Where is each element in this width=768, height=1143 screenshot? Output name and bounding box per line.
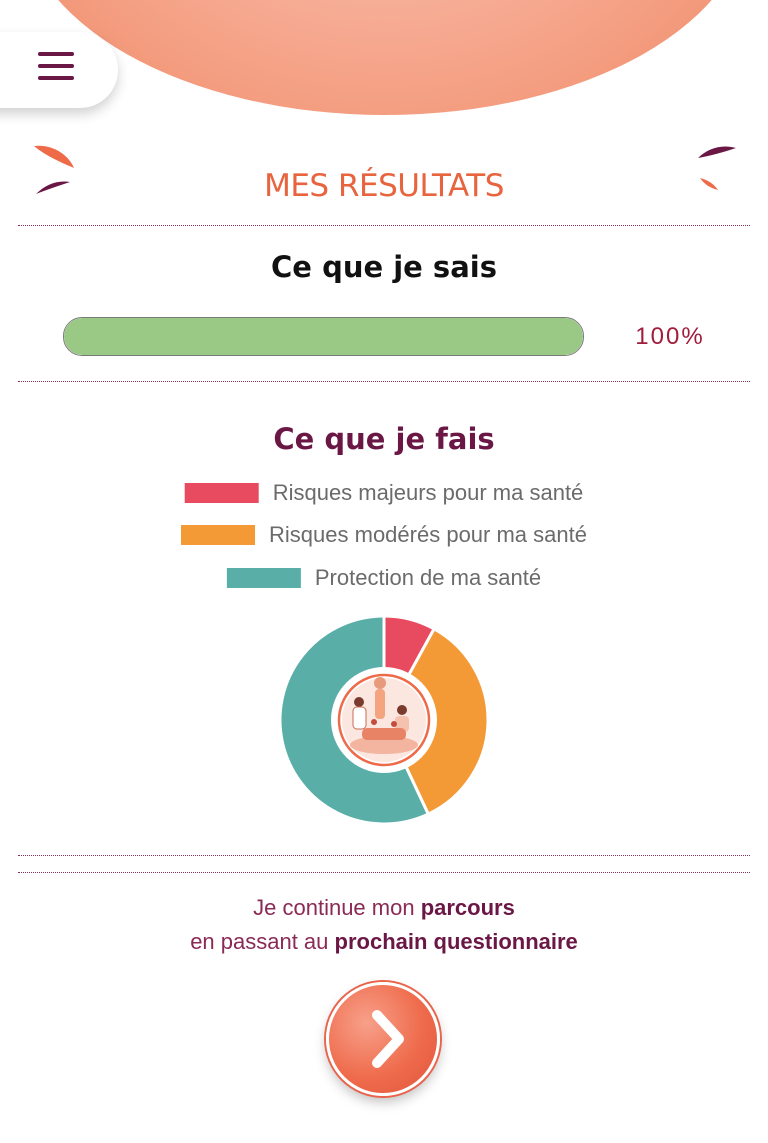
cta-line-2-text: en passant au — [190, 929, 335, 954]
cta-line-1: Je continue mon parcours — [0, 895, 768, 921]
cta-line-1-text: Je continue mon — [253, 895, 421, 920]
cta-line-2-bold: prochain questionnaire — [334, 929, 578, 954]
legend-item-protection: Protection de ma santé — [0, 565, 768, 595]
people-activity-illustration-icon — [337, 673, 431, 767]
divider — [18, 225, 750, 226]
cta-line-1-bold: parcours — [420, 895, 515, 920]
page-title: MES RÉSULTATS — [264, 168, 504, 204]
divider — [18, 855, 750, 856]
decorative-swoosh-right-icon — [698, 146, 736, 190]
legend-swatch-protection — [226, 568, 301, 588]
legend-label-moderate-risks: Risques modérés pour ma santé — [269, 522, 587, 547]
chevron-right-icon — [372, 1010, 404, 1068]
practice-donut-chart — [278, 614, 490, 826]
legend-item-moderate-risks: Risques modérés pour ma santé — [0, 522, 768, 552]
knowledge-progress-percentage: 100% — [635, 323, 705, 350]
cta-line-2: en passant au prochain questionnaire — [0, 929, 768, 955]
knowledge-progress-bar — [63, 317, 584, 356]
menu-button[interactable] — [0, 32, 118, 108]
legend-swatch-major-risks — [184, 483, 259, 503]
legend-label-major-risks: Risques majeurs pour ma santé — [272, 480, 584, 505]
header-background-shape — [20, 0, 750, 115]
legend-item-major-risks: Risques majeurs pour ma santé — [0, 480, 768, 510]
divider — [18, 381, 750, 382]
practice-section-title: Ce que je fais — [273, 422, 495, 456]
knowledge-progress-fill — [64, 318, 583, 355]
legend-swatch-moderate-risks — [181, 525, 256, 545]
legend-label-protection: Protection de ma santé — [314, 565, 542, 590]
divider — [18, 872, 750, 873]
knowledge-section-title: Ce que je sais — [271, 250, 497, 284]
next-button[interactable] — [326, 982, 440, 1096]
decorative-swoosh-left-icon — [34, 145, 74, 194]
hamburger-menu-icon[interactable] — [38, 52, 74, 86]
